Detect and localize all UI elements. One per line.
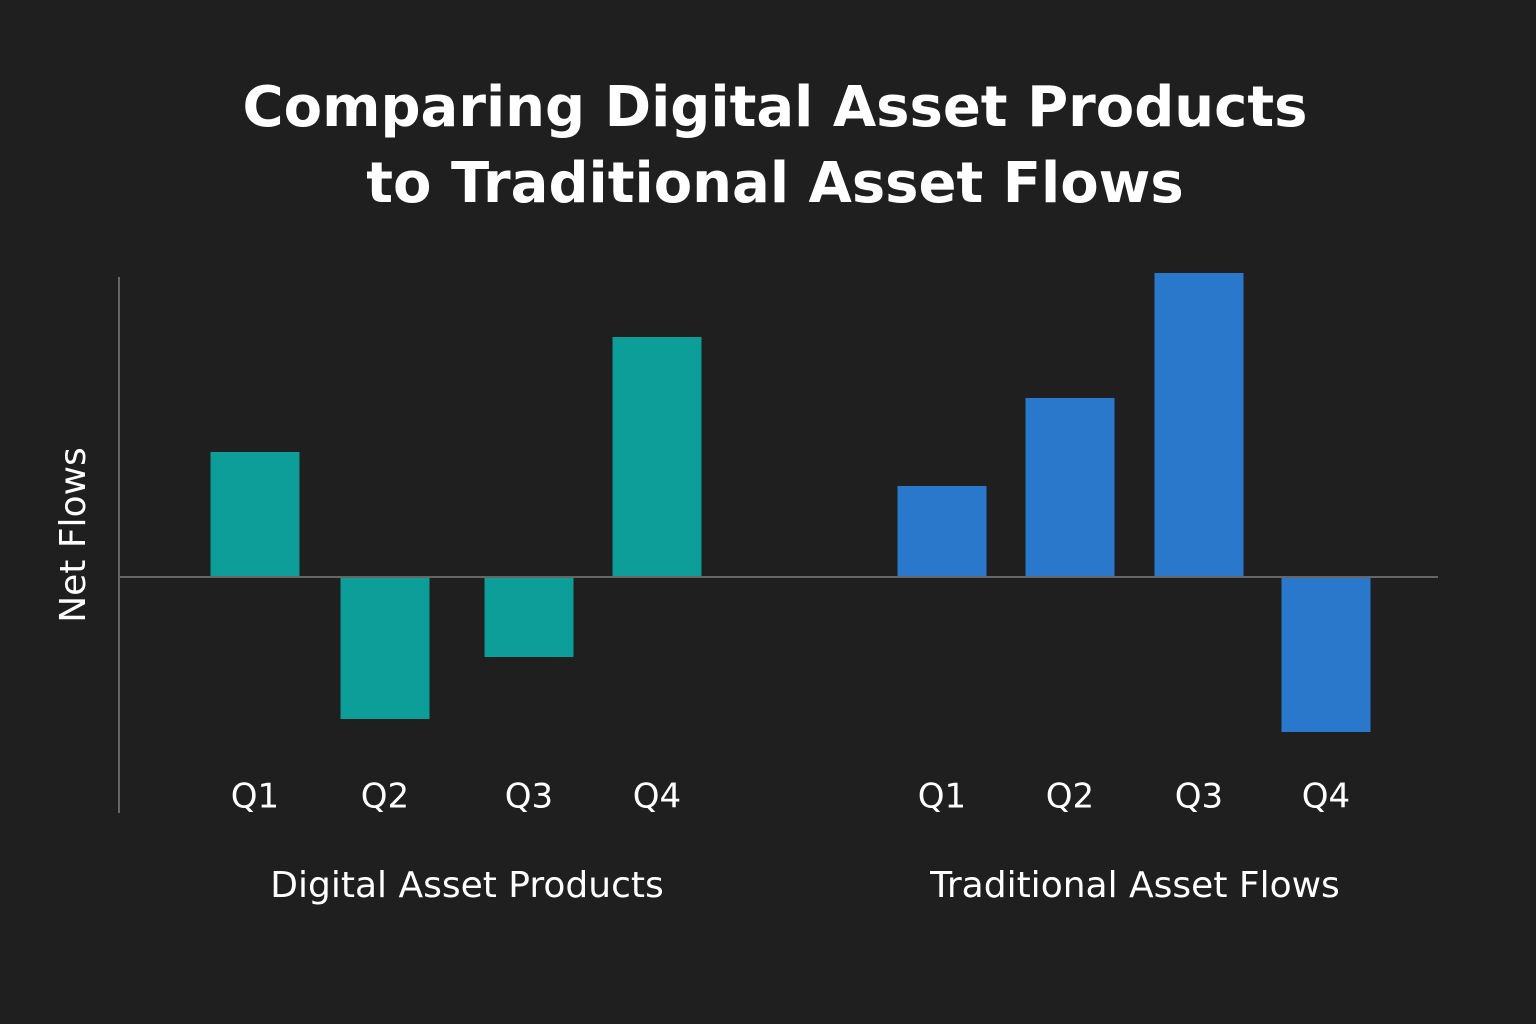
bar xyxy=(1025,398,1115,577)
bar xyxy=(897,486,987,577)
x-tick-label: Q3 xyxy=(1175,777,1223,817)
chart-title: Comparing Digital Asset Products to Trad… xyxy=(242,75,1308,216)
bar xyxy=(210,452,300,577)
x-tick-label: Q1 xyxy=(231,777,279,817)
y-axis-label: Net Flows xyxy=(53,447,94,623)
x-tick-label: Q4 xyxy=(633,777,681,817)
x-tick-label: Q3 xyxy=(505,777,553,817)
x-tick-label: Q1 xyxy=(918,777,966,817)
bar xyxy=(1154,273,1244,577)
group-label: Traditional Asset Flows xyxy=(929,865,1340,906)
x-tick-label: Q2 xyxy=(1046,777,1094,817)
x-tick-label: Q2 xyxy=(361,777,409,817)
bar xyxy=(484,577,574,657)
bar xyxy=(1281,577,1371,732)
bar xyxy=(340,577,430,719)
x-tick-label: Q4 xyxy=(1302,777,1350,817)
group-label: Digital Asset Products xyxy=(270,865,664,906)
bar xyxy=(612,337,702,577)
